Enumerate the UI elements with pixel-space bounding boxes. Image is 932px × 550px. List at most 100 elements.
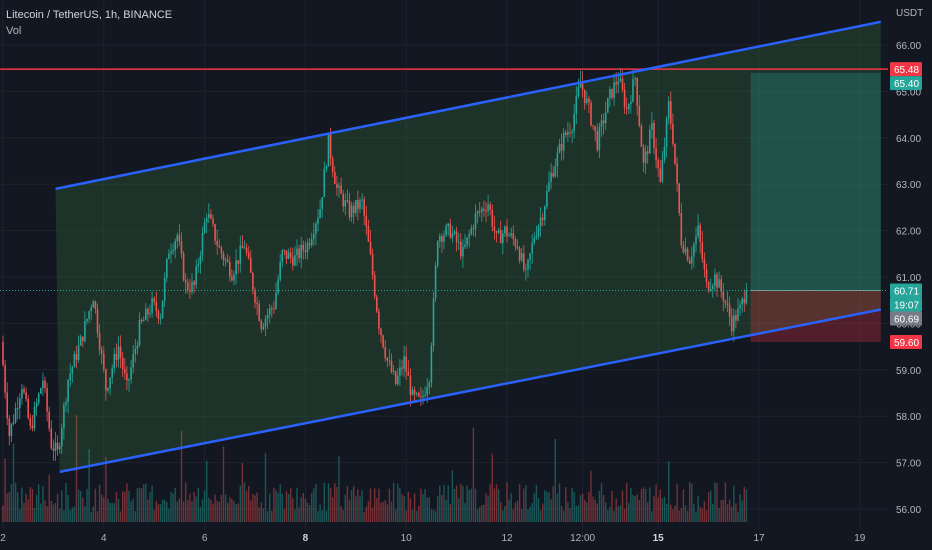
candle-body [121, 357, 124, 369]
volume-bar [542, 503, 544, 522]
volume-bar [714, 482, 716, 522]
candle-body [499, 229, 502, 244]
price-tick-label: 63.00 [896, 180, 921, 191]
volume-bar [353, 485, 355, 522]
volume-bar [67, 494, 69, 522]
volume-bar [269, 493, 271, 522]
volume-bar [508, 499, 510, 522]
candle-body [229, 262, 231, 277]
candle-body [640, 125, 643, 147]
candle-body [686, 248, 689, 261]
volume-bar [111, 502, 113, 522]
volume-bar [390, 501, 393, 522]
volume-bar [298, 507, 300, 522]
candle-body [447, 223, 449, 227]
volume-bar [537, 498, 540, 522]
volume-bar [600, 483, 603, 522]
price-axis[interactable]: USDT56.0057.0058.0059.0060.0061.0062.006… [890, 8, 923, 516]
candle-body [537, 226, 540, 236]
price-axis-unit: USDT [896, 8, 923, 19]
candle-body [313, 234, 315, 239]
candle-body [523, 253, 525, 270]
candle-body [430, 345, 433, 383]
channel-lower-line[interactable] [59, 308, 882, 474]
candle-body [308, 243, 311, 245]
volume-bar [166, 502, 168, 522]
volume-bar [266, 511, 269, 522]
volume-bar [693, 503, 695, 522]
candle-body [338, 185, 340, 188]
channel-upper-line[interactable] [55, 20, 882, 191]
candle-body [23, 388, 25, 393]
volume-bar [187, 500, 189, 522]
candle-body [491, 210, 494, 227]
volume-bar [174, 487, 176, 522]
volume-bar [338, 456, 340, 522]
volume-bar [638, 500, 640, 522]
volume-bar [434, 511, 437, 522]
volume-bar [535, 484, 538, 522]
volume-bar [229, 497, 231, 522]
volume-bar [552, 486, 554, 522]
candle-body [680, 212, 683, 246]
long-position-tool[interactable] [750, 72, 881, 342]
candle-body [703, 258, 706, 270]
volume-bar [550, 499, 552, 522]
volume-bar [323, 482, 325, 522]
volume-bar [317, 511, 319, 522]
candle-body [449, 223, 452, 238]
stop-zone[interactable] [750, 290, 881, 342]
candle-body [728, 305, 731, 317]
candle-body [733, 315, 735, 332]
candle-body [96, 309, 99, 333]
candle-body [745, 290, 748, 304]
volume-bar [548, 492, 550, 522]
candle-body [392, 371, 395, 373]
volume-bar [703, 501, 706, 522]
volume-bar [558, 483, 561, 522]
candle-body [443, 235, 445, 242]
candle-body [6, 392, 8, 419]
candle-body [646, 151, 649, 154]
volume-bar [210, 499, 212, 522]
candle-body [92, 301, 95, 308]
candle-body [90, 307, 92, 312]
candle-body [649, 129, 651, 154]
candle-body [331, 158, 334, 172]
volume-bar [691, 483, 693, 522]
volume-bar [634, 495, 636, 522]
candle-body [256, 302, 258, 305]
volume-bar [407, 491, 409, 522]
volume-bar [418, 505, 420, 522]
volume-bar [722, 499, 724, 522]
trend-lines[interactable] [0, 20, 888, 474]
candle-body [611, 88, 613, 98]
candle-body [73, 354, 76, 368]
volume-bar [197, 487, 199, 522]
candle-body [25, 392, 27, 400]
volume-bar [218, 501, 220, 522]
candle-body [487, 204, 489, 212]
candle-body [667, 101, 670, 119]
volume-bar [607, 510, 609, 522]
volume-bar [453, 488, 456, 522]
volume-bar [701, 508, 703, 522]
candle-body [285, 250, 288, 259]
volume-bar [611, 490, 613, 522]
volume-bar [140, 488, 143, 522]
candle-body [287, 252, 290, 259]
volume-bar [529, 506, 531, 522]
candle-body [674, 143, 676, 164]
price-tag-label: 60.71 [894, 286, 919, 297]
volume-bar [38, 484, 40, 522]
candle-body [665, 118, 668, 147]
target-zone[interactable] [750, 72, 881, 291]
candle-body [168, 253, 170, 259]
volume-bar [571, 487, 573, 522]
volume-bar [306, 502, 309, 522]
time-axis[interactable]: 2 4 6 8 10 12 12:00 15 17 19 [0, 533, 866, 544]
volume-indicator-label[interactable]: Vol [6, 25, 22, 37]
candle-body [426, 387, 428, 395]
volume-bar [632, 494, 634, 522]
